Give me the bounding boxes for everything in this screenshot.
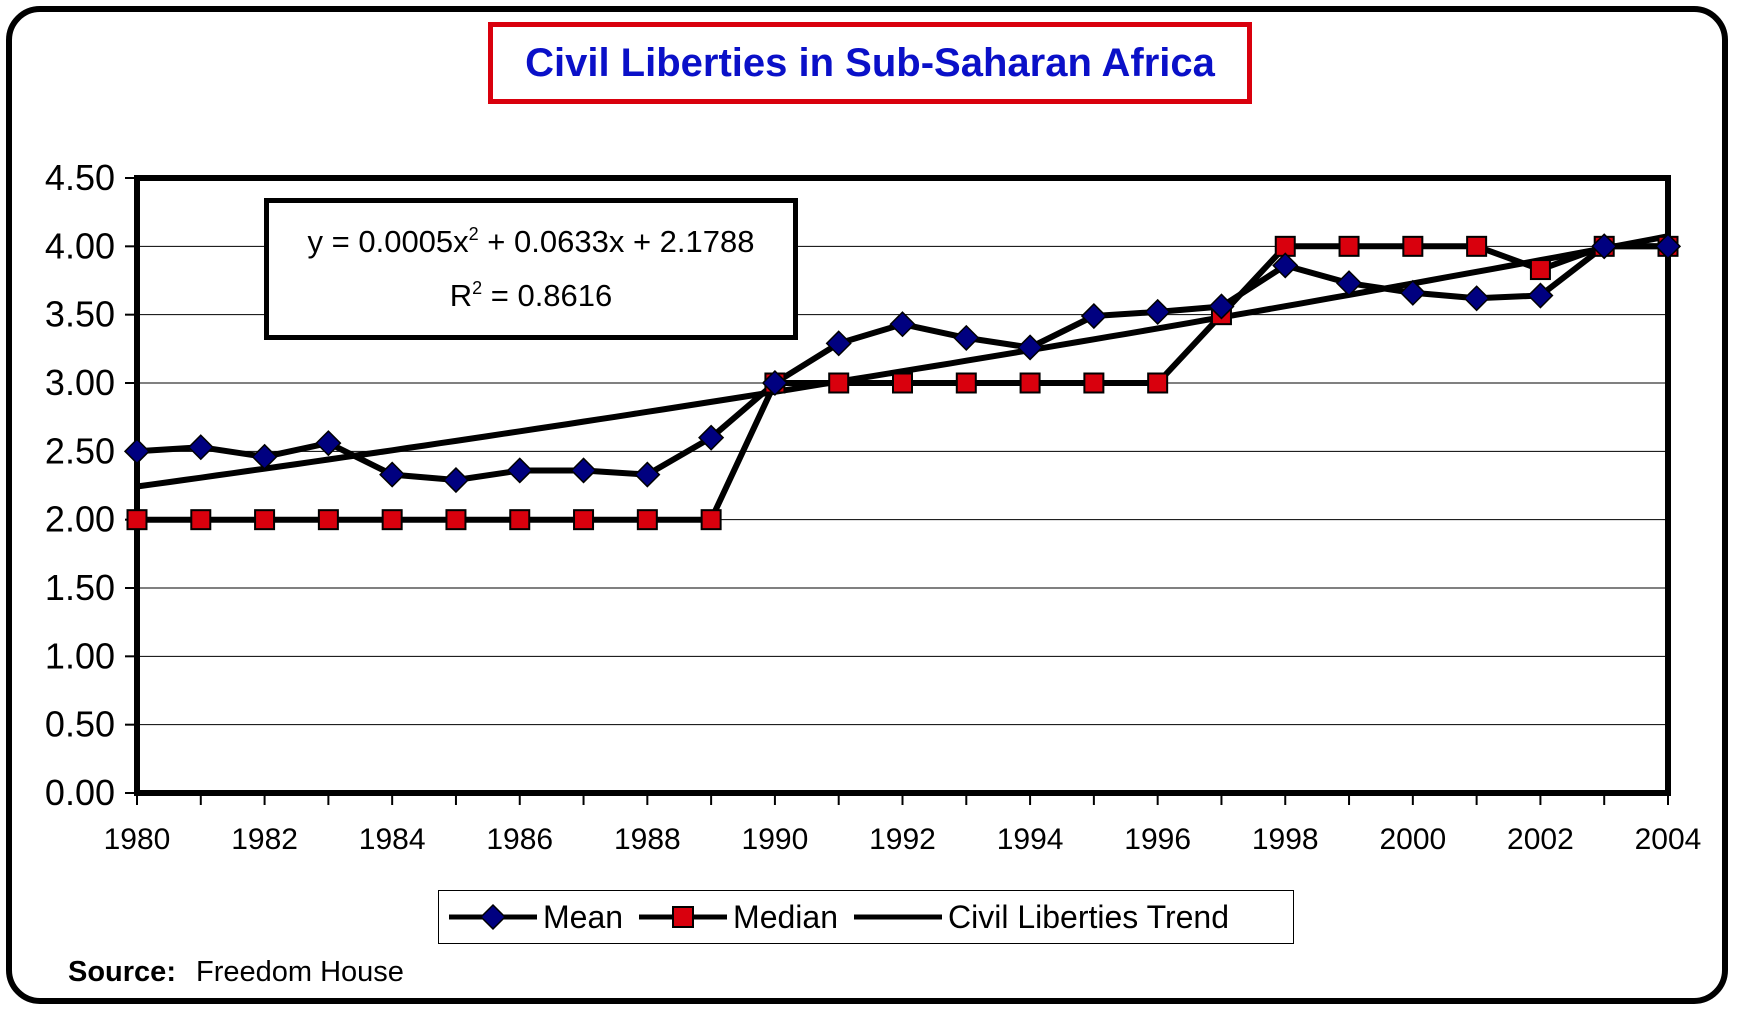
- chart-title-box: Civil Liberties in Sub-Saharan Africa: [488, 22, 1252, 104]
- mean-point: [634, 461, 661, 488]
- median-point: [573, 509, 595, 531]
- median-point: [190, 509, 212, 531]
- median-point: [955, 372, 977, 394]
- y-tick-label: 3.00: [45, 362, 115, 403]
- y-tick-label: 1.00: [45, 635, 115, 676]
- x-tick-label: 2004: [1635, 823, 1702, 856]
- median-point: [828, 372, 850, 394]
- mean-point: [1399, 279, 1426, 306]
- mean-point: [1017, 334, 1044, 361]
- mean-point: [506, 457, 533, 484]
- legend-mean-swatch: [449, 903, 537, 931]
- mean-point: [1208, 293, 1235, 320]
- median-point: [636, 509, 658, 531]
- legend-trend-swatch: [854, 914, 942, 920]
- mean-point: [1591, 233, 1618, 260]
- median-point: [126, 509, 148, 531]
- median-point: [317, 509, 339, 531]
- median-point: [700, 509, 722, 531]
- x-tick-label: 1982: [231, 823, 298, 856]
- x-axis: 1980 1982 1984 1986 1988 1990 1992 1994 1996 1998…: [104, 793, 1702, 856]
- mean-point: [1463, 285, 1490, 312]
- x-tick-label: 1996: [1124, 823, 1191, 856]
- x-tick-label: 2000: [1379, 823, 1446, 856]
- r-squared-value: = 0.8616: [482, 278, 613, 313]
- mean-point: [123, 438, 151, 465]
- y-axis: 0.00 0.50 1.00 1.50 2.00 2.50 3.00 3.50 4.00 4.50: [45, 157, 137, 813]
- x-tick-label: 1990: [742, 823, 809, 856]
- mean-point: [570, 457, 597, 484]
- median-point: [1147, 372, 1169, 394]
- series: [123, 233, 1682, 531]
- mean-point: [379, 461, 406, 488]
- chart-frame: [6, 6, 1728, 1004]
- mean-point: [698, 424, 725, 451]
- y-tick-label: 1.50: [45, 567, 115, 608]
- mean-point: [953, 324, 980, 351]
- y-tick-label: 4.50: [45, 157, 115, 198]
- mean-point: [1654, 233, 1682, 260]
- mean-point: [442, 466, 470, 494]
- legend-median-swatch: [639, 906, 728, 928]
- median-point: [1083, 372, 1105, 394]
- source-note: Source: Freedom House: [68, 956, 404, 989]
- x-tick-label: 2002: [1507, 823, 1574, 856]
- y-tick-label: 0.50: [45, 704, 115, 745]
- x-tick-label: 1998: [1252, 823, 1319, 856]
- trend-equation: y = 0.0005x2 + 0.0633x + 2.1788: [308, 215, 755, 269]
- legend-item-median: Median: [637, 899, 838, 936]
- mean-point: [315, 430, 342, 457]
- median-point: [892, 372, 913, 394]
- median-point: [254, 509, 276, 531]
- x-tick-label: 1984: [359, 823, 426, 856]
- median-point: [1338, 235, 1360, 257]
- equation-exponent: 2: [468, 224, 479, 244]
- legend: Mean Median Civil Liberties Trend: [438, 890, 1294, 944]
- mean-point: [1080, 302, 1107, 330]
- median-point: [445, 509, 467, 531]
- median-point: [1019, 372, 1041, 394]
- median-point: [1466, 235, 1488, 257]
- source-text: Freedom House: [195, 956, 404, 988]
- median-point: [381, 509, 403, 531]
- legend-item-mean: Mean: [447, 899, 623, 936]
- median-point: [1402, 235, 1424, 257]
- r-squared-symbol: R: [449, 278, 473, 313]
- mean-point: [1272, 252, 1299, 279]
- mean-point: [1527, 282, 1554, 309]
- mean-point: [761, 369, 788, 397]
- source-label: Source:: [68, 956, 176, 988]
- mean-point: [1335, 270, 1363, 297]
- mean-point: [251, 443, 278, 470]
- legend-mean-label: Mean: [543, 898, 624, 935]
- chart-title: Civil Liberties in Sub-Saharan Africa: [525, 40, 1215, 85]
- y-tick-label: 4.00: [45, 225, 115, 266]
- y-tick-label: 2.50: [45, 430, 115, 471]
- x-tick-label: 1988: [614, 823, 681, 856]
- mean-point: [1144, 298, 1171, 325]
- r-squared: R2 = 0.8616: [450, 269, 613, 323]
- equation-text: y = 0.0005x: [307, 224, 469, 259]
- x-tick-label: 1992: [869, 823, 936, 856]
- median-point: [509, 509, 531, 531]
- legend-trend-label: Civil Liberties Trend: [948, 898, 1229, 935]
- x-tick-label: 1994: [997, 823, 1064, 856]
- mean-point: [825, 330, 852, 357]
- x-tick-label: 1980: [104, 823, 171, 856]
- r-squared-exponent: 2: [472, 278, 483, 298]
- y-tick-label: 2.00: [45, 499, 115, 540]
- trendline-equation-box: y = 0.0005x2 + 0.0633x + 2.1788 R2 = 0.8…: [264, 198, 798, 340]
- mean-point: [889, 311, 916, 338]
- legend-median-label: Median: [733, 898, 838, 935]
- median-point: [1529, 259, 1551, 281]
- mean-point: [187, 434, 214, 461]
- x-tick-label: 1986: [486, 823, 553, 856]
- y-tick-label: 0.00: [45, 772, 115, 813]
- legend-item-trend: Civil Liberties Trend: [852, 899, 1229, 936]
- equation-text-rest: + 0.0633x + 2.1788: [478, 224, 755, 259]
- y-tick-label: 3.50: [45, 294, 115, 335]
